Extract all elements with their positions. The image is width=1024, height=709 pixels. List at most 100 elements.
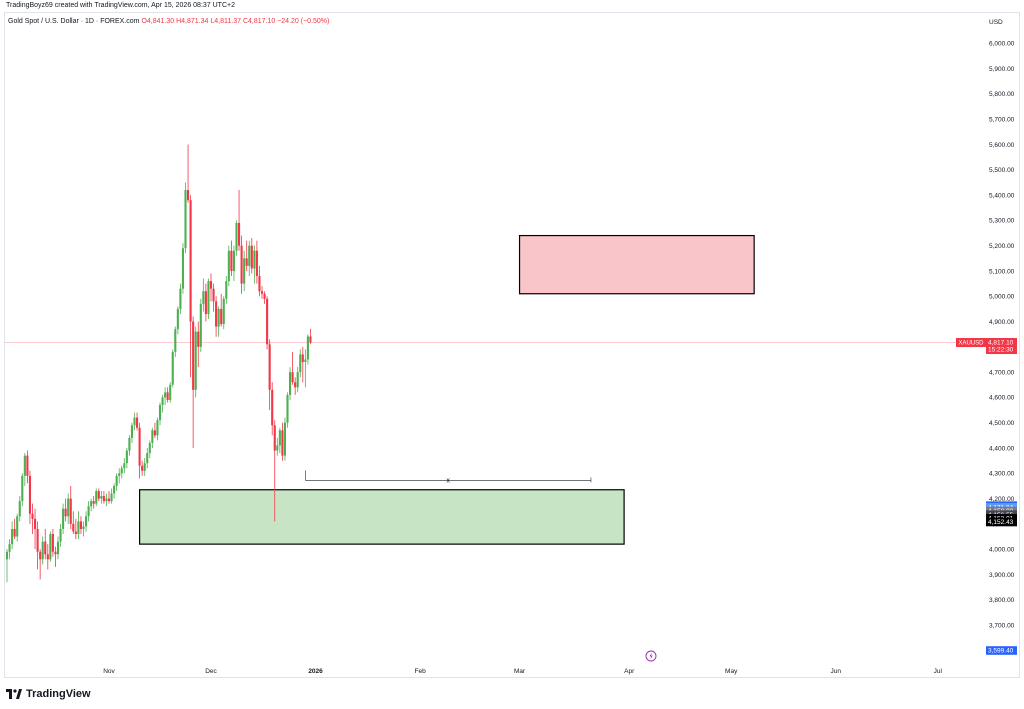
- candle-down[interactable]: [28, 475, 31, 514]
- candle-up[interactable]: [5, 551, 9, 560]
- candle-down[interactable]: [92, 501, 95, 504]
- candle-up[interactable]: [113, 485, 116, 494]
- candle-up[interactable]: [202, 291, 205, 304]
- candle-up[interactable]: [276, 445, 279, 451]
- candle-up[interactable]: [23, 455, 26, 476]
- candle-up[interactable]: [299, 354, 302, 373]
- candle-up[interactable]: [296, 372, 299, 388]
- currency-label[interactable]: USD: [989, 19, 1003, 26]
- candle-up[interactable]: [278, 430, 281, 446]
- candle-up[interactable]: [130, 425, 133, 438]
- candle-down[interactable]: [209, 281, 213, 289]
- candle-down[interactable]: [138, 427, 141, 466]
- candle-down[interactable]: [309, 336, 312, 343]
- candle-up[interactable]: [120, 468, 123, 474]
- candle-down[interactable]: [250, 245, 253, 269]
- candle-down[interactable]: [212, 288, 215, 302]
- candle-down[interactable]: [255, 250, 258, 277]
- candle-down[interactable]: [245, 258, 248, 266]
- candle-down[interactable]: [102, 496, 105, 502]
- candle-up[interactable]: [243, 258, 246, 284]
- candle-up[interactable]: [18, 501, 21, 517]
- candle-up[interactable]: [49, 534, 52, 560]
- candle-up[interactable]: [8, 544, 11, 552]
- candle-up[interactable]: [41, 541, 44, 560]
- candle-down[interactable]: [204, 291, 207, 314]
- candle-up[interactable]: [115, 475, 118, 486]
- candle-up[interactable]: [161, 397, 164, 406]
- candle-up[interactable]: [110, 493, 113, 502]
- candle-down[interactable]: [197, 331, 200, 347]
- candle-down[interactable]: [136, 417, 139, 428]
- candle-down[interactable]: [215, 301, 218, 327]
- candle-down[interactable]: [268, 344, 271, 390]
- candle-down[interactable]: [240, 245, 243, 284]
- candle-down[interactable]: [54, 551, 57, 555]
- candle-up[interactable]: [100, 496, 103, 499]
- candle-up[interactable]: [169, 384, 172, 400]
- candle-down[interactable]: [46, 554, 49, 560]
- candle-down[interactable]: [97, 491, 100, 499]
- candle-up[interactable]: [199, 303, 202, 347]
- candle-up[interactable]: [207, 281, 210, 314]
- candle-up[interactable]: [90, 501, 93, 507]
- demand-zone-box[interactable]: [139, 489, 625, 545]
- candle-down[interactable]: [72, 523, 75, 532]
- candle-down[interactable]: [107, 498, 111, 502]
- candle-down[interactable]: [192, 321, 195, 390]
- candle-down[interactable]: [260, 291, 264, 294]
- candle-down[interactable]: [51, 534, 54, 552]
- candle-down[interactable]: [294, 382, 297, 388]
- candle-up[interactable]: [87, 506, 90, 517]
- candle-up[interactable]: [181, 248, 184, 289]
- candle-up[interactable]: [248, 245, 251, 266]
- candle-down[interactable]: [34, 518, 37, 529]
- candle-up[interactable]: [151, 430, 154, 443]
- current-price-tag[interactable]: [986, 338, 1017, 355]
- candle-up[interactable]: [118, 473, 121, 476]
- candle-up[interactable]: [304, 359, 307, 363]
- candle-down[interactable]: [64, 508, 67, 517]
- candle-up[interactable]: [67, 498, 70, 517]
- candle-down[interactable]: [281, 430, 284, 456]
- candle-down[interactable]: [189, 200, 192, 322]
- candle-down[interactable]: [187, 190, 190, 201]
- candle-up[interactable]: [222, 298, 225, 325]
- candle-up[interactable]: [125, 450, 128, 464]
- candle-up[interactable]: [82, 526, 85, 529]
- candle-up[interactable]: [128, 437, 131, 451]
- candle-up[interactable]: [77, 521, 80, 535]
- candle-up[interactable]: [179, 288, 182, 309]
- candle-down[interactable]: [141, 465, 144, 471]
- price-tag[interactable]: [986, 646, 1017, 655]
- candle-up[interactable]: [164, 392, 167, 398]
- candle-up[interactable]: [143, 463, 146, 471]
- candle-up[interactable]: [174, 329, 177, 352]
- candle-up[interactable]: [158, 405, 162, 421]
- candle-up[interactable]: [232, 250, 235, 271]
- candle-up[interactable]: [133, 417, 136, 426]
- candle-down[interactable]: [220, 308, 223, 325]
- candle-up[interactable]: [56, 541, 60, 555]
- candle-up[interactable]: [289, 372, 292, 395]
- candle-up[interactable]: [171, 351, 174, 385]
- candle-down[interactable]: [31, 513, 34, 519]
- candle-up[interactable]: [306, 336, 309, 360]
- candle-down[interactable]: [26, 455, 29, 476]
- candle-down[interactable]: [153, 430, 156, 436]
- candle-up[interactable]: [253, 250, 256, 269]
- candle-up[interactable]: [194, 331, 197, 390]
- symbol-title[interactable]: Gold Spot / U.S. Dollar · 1D · FOREX.com: [8, 18, 140, 25]
- supply-zone-box[interactable]: [518, 234, 755, 295]
- candle-down[interactable]: [258, 276, 261, 292]
- candle-down[interactable]: [13, 528, 16, 537]
- candle-down[interactable]: [44, 541, 47, 555]
- candle-down[interactable]: [273, 425, 276, 451]
- candle-down[interactable]: [36, 528, 39, 552]
- candle-up[interactable]: [225, 281, 228, 299]
- candle-down[interactable]: [74, 531, 77, 535]
- candle-down[interactable]: [271, 389, 274, 426]
- candle-down[interactable]: [301, 354, 304, 363]
- candle-up[interactable]: [156, 420, 159, 436]
- candle-up[interactable]: [184, 190, 187, 249]
